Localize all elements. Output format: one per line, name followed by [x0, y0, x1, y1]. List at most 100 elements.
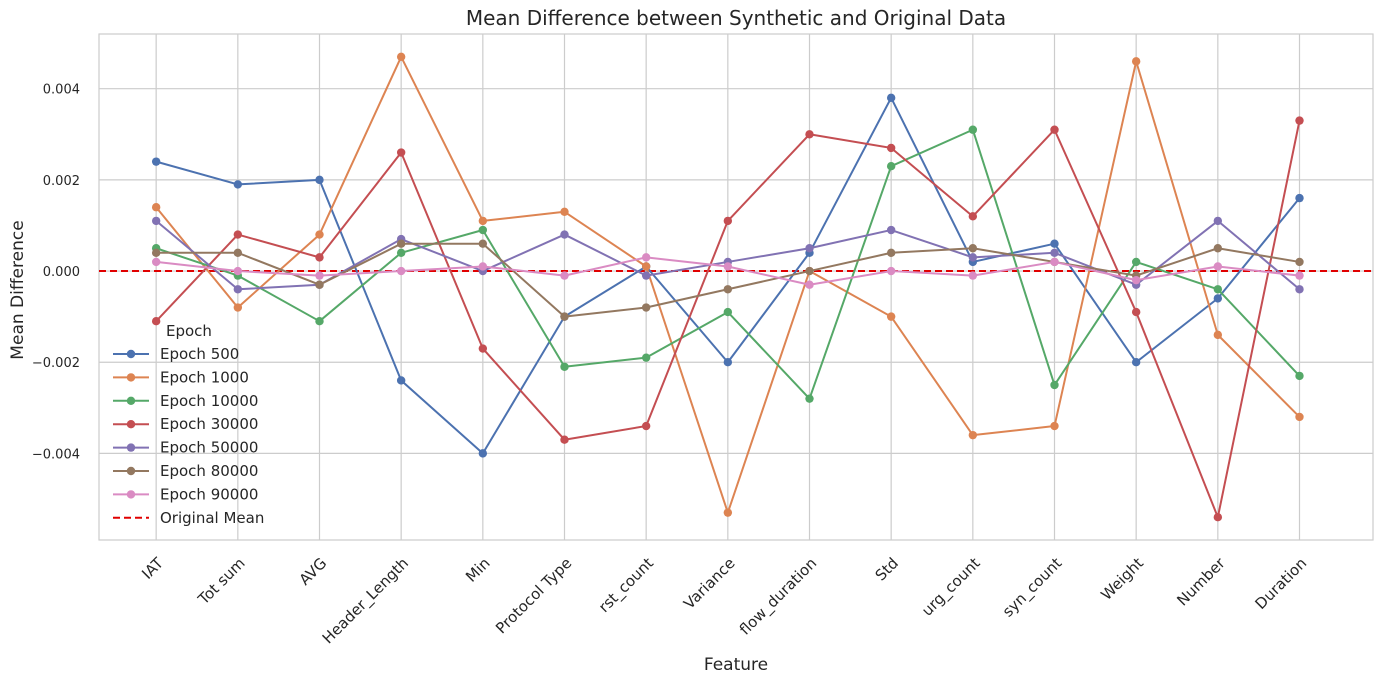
legend-marker	[126, 490, 136, 499]
data-point	[805, 130, 814, 139]
y-tick-label: 0.000	[43, 265, 80, 280]
data-point	[968, 253, 978, 262]
data-point	[1295, 271, 1304, 280]
legend-marker	[126, 396, 136, 405]
data-point	[968, 430, 978, 440]
data-point	[1131, 358, 1141, 367]
legend-title: Epoch	[166, 322, 212, 340]
data-point	[1213, 262, 1223, 271]
data-point	[396, 52, 406, 61]
data-point	[1050, 248, 1059, 258]
legend-item: Epoch 80000	[113, 462, 258, 480]
legend-marker	[126, 443, 136, 452]
data-point	[151, 257, 161, 267]
data-point	[723, 358, 733, 367]
legend-label: Original Mean	[160, 509, 264, 527]
data-point	[233, 285, 243, 294]
data-point	[560, 435, 569, 444]
data-point	[478, 225, 488, 235]
plot-frame	[98, 33, 1374, 541]
data-point	[396, 148, 406, 157]
data-point	[560, 271, 569, 280]
legend-label: Epoch 30000	[160, 415, 258, 433]
legend-label: Epoch 50000	[160, 439, 258, 457]
series-epoch-30000	[151, 116, 1304, 522]
legend: Epoch Epoch 500 Epoch 1000 Epoch 10000 Epoc…	[113, 322, 264, 527]
data-point	[805, 394, 814, 403]
data-point	[723, 285, 733, 294]
legend-marker	[126, 466, 136, 476]
series-group	[151, 52, 1304, 522]
data-point	[233, 303, 243, 312]
legend-label: Epoch 1000	[160, 368, 249, 386]
data-point	[478, 449, 488, 458]
legend-item: Epoch 1000	[113, 368, 249, 386]
data-point	[1131, 257, 1141, 267]
data-point	[1131, 57, 1141, 66]
data-point	[805, 266, 814, 276]
legend-item: Epoch 500	[113, 345, 239, 363]
data-point	[1295, 412, 1304, 422]
data-point	[1295, 371, 1304, 381]
x-axis-label: Feature	[704, 655, 768, 675]
legend-label: Epoch 90000	[160, 485, 258, 503]
data-point	[641, 271, 651, 280]
data-point	[641, 421, 651, 431]
y-axis-ticks: −0.004 −0.002 0.000 0.002 0.004	[32, 83, 80, 463]
data-point	[723, 508, 733, 517]
data-point	[641, 262, 651, 271]
data-point	[151, 316, 161, 326]
data-point	[1213, 216, 1223, 226]
data-point	[968, 244, 978, 253]
data-point	[151, 216, 161, 226]
data-point	[396, 266, 406, 276]
data-point	[1213, 294, 1223, 303]
y-tick-label: −0.002	[32, 356, 80, 371]
data-point	[396, 376, 406, 385]
data-point	[1131, 307, 1141, 317]
data-point	[315, 271, 324, 280]
chart-title: Mean Difference between Synthetic and Or…	[466, 6, 1006, 30]
data-point	[886, 266, 896, 276]
data-point	[233, 248, 243, 258]
series-epoch-90000	[151, 253, 1304, 289]
data-point	[1295, 193, 1304, 203]
data-point	[233, 180, 243, 189]
data-point	[1295, 116, 1304, 125]
legend-item: Epoch 30000	[113, 415, 258, 433]
data-point	[396, 248, 406, 258]
data-point	[968, 271, 978, 280]
legend-item: Epoch 50000	[113, 439, 258, 457]
legend-item: Original Mean	[113, 509, 264, 527]
data-point	[886, 161, 896, 171]
data-point	[478, 344, 488, 353]
legend-item: Epoch 90000	[113, 485, 258, 503]
data-point	[478, 239, 488, 248]
data-point	[396, 239, 406, 248]
legend-label: Epoch 10000	[160, 392, 258, 410]
data-point	[886, 248, 896, 258]
data-point	[315, 230, 324, 239]
data-point	[1213, 513, 1223, 522]
data-point	[886, 225, 896, 235]
series-epoch-500	[151, 93, 1304, 458]
data-point	[641, 353, 651, 362]
data-point	[968, 212, 978, 221]
legend-marker	[126, 373, 136, 382]
data-point	[1213, 330, 1223, 340]
data-point	[886, 312, 896, 321]
data-point	[641, 303, 651, 312]
y-tick-label: 0.002	[43, 174, 80, 189]
data-point	[1050, 257, 1059, 267]
data-point	[1295, 257, 1304, 267]
y-tick-label: 0.004	[43, 83, 80, 98]
data-point	[233, 266, 243, 276]
data-point	[723, 216, 733, 226]
data-point	[1050, 380, 1059, 390]
data-point	[151, 203, 161, 212]
data-point	[560, 230, 569, 239]
legend-marker	[126, 420, 136, 429]
data-point	[233, 230, 243, 239]
data-point	[1213, 244, 1223, 253]
